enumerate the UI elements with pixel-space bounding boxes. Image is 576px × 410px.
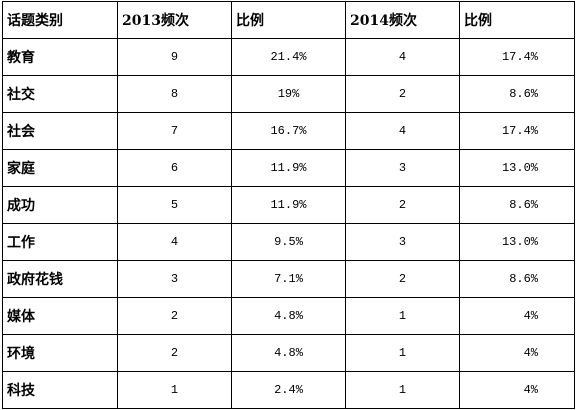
topic-cell: 环境 <box>2 334 118 372</box>
header-ratio-2013: 比例 <box>231 1 346 39</box>
freq-2013-cell: 2 <box>117 297 232 335</box>
freq-2014-cell: 4 <box>345 112 460 150</box>
table-row: 政府花钱 3 7.1% 2 8.6% <box>2 260 575 298</box>
table-row: 成功 5 11.9% 2 8.6% <box>2 186 575 224</box>
ratio-2013-cell: 2.4% <box>231 371 346 409</box>
ratio-2013-cell: 11.9% <box>231 149 346 187</box>
header-freq-2014: 2014频次 <box>345 1 460 39</box>
freq-2013-cell: 5 <box>117 186 232 224</box>
ratio-2014-cell: 13.0% <box>459 149 575 187</box>
ratio-2014-cell: 8.6% <box>459 75 575 113</box>
freq-2013-cell: 6 <box>117 149 232 187</box>
freq-2013-cell: 4 <box>117 223 232 261</box>
freq-2014-cell: 2 <box>345 75 460 113</box>
topic-cell: 成功 <box>2 186 118 224</box>
table-row: 工作 4 9.5% 3 13.0% <box>2 223 575 261</box>
table-row: 社交 8 19% 2 8.6% <box>2 75 575 113</box>
topic-cell: 社会 <box>2 112 118 150</box>
freq-2013-cell: 7 <box>117 112 232 150</box>
ratio-2013-cell: 11.9% <box>231 186 346 224</box>
topic-cell: 家庭 <box>2 149 118 187</box>
topic-cell: 政府花钱 <box>2 260 118 298</box>
table-row: 社会 7 16.7% 4 17.4% <box>2 112 575 150</box>
table-row: 教育 9 21.4% 4 17.4% <box>2 38 575 76</box>
topic-cell: 社交 <box>2 75 118 113</box>
topic-cell: 媒体 <box>2 297 118 335</box>
ratio-2013-cell: 4.8% <box>231 297 346 335</box>
topic-cell: 教育 <box>2 38 118 76</box>
freq-2014-cell: 2 <box>345 260 460 298</box>
ratio-2014-cell: 17.4% <box>459 38 575 76</box>
ratio-2014-cell: 8.6% <box>459 186 575 224</box>
ratio-2013-cell: 16.7% <box>231 112 346 150</box>
freq-2014-cell: 3 <box>345 223 460 261</box>
ratio-2013-cell: 19% <box>231 75 346 113</box>
freq-2013-cell: 2 <box>117 334 232 372</box>
ratio-2014-cell: 17.4% <box>459 112 575 150</box>
freq-2013-cell: 9 <box>117 38 232 76</box>
freq-2013-cell: 8 <box>117 75 232 113</box>
ratio-2014-cell: 4% <box>459 297 575 335</box>
table-row: 科技 1 2.4% 1 4% <box>2 371 575 409</box>
freq-2014-cell: 4 <box>345 38 460 76</box>
header-freq-2013: 2013频次 <box>117 1 232 39</box>
freq-2014-cell: 1 <box>345 334 460 372</box>
topic-cell: 科技 <box>2 371 118 409</box>
ratio-2014-cell: 4% <box>459 334 575 372</box>
freq-2014-cell: 1 <box>345 371 460 409</box>
freq-2014-cell: 1 <box>345 297 460 335</box>
ratio-2014-cell: 13.0% <box>459 223 575 261</box>
ratio-2014-cell: 8.6% <box>459 260 575 298</box>
ratio-2014-cell: 4% <box>459 371 575 409</box>
table-row: 媒体 2 4.8% 1 4% <box>2 297 575 335</box>
freq-2014-cell: 3 <box>345 149 460 187</box>
freq-2013-cell: 3 <box>117 260 232 298</box>
table-row: 家庭 6 11.9% 3 13.0% <box>2 149 575 187</box>
header-row: 话题类别 2013频次 比例 2014频次 比例 <box>2 1 575 39</box>
ratio-2013-cell: 21.4% <box>231 38 346 76</box>
header-ratio-2014: 比例 <box>459 1 575 39</box>
table-row: 环境 2 4.8% 1 4% <box>2 334 575 372</box>
freq-2014-cell: 2 <box>345 186 460 224</box>
ratio-2013-cell: 4.8% <box>231 334 346 372</box>
topic-cell: 工作 <box>2 223 118 261</box>
freq-2013-cell: 1 <box>117 371 232 409</box>
ratio-2013-cell: 7.1% <box>231 260 346 298</box>
header-topic: 话题类别 <box>2 1 118 39</box>
ratio-2013-cell: 9.5% <box>231 223 346 261</box>
